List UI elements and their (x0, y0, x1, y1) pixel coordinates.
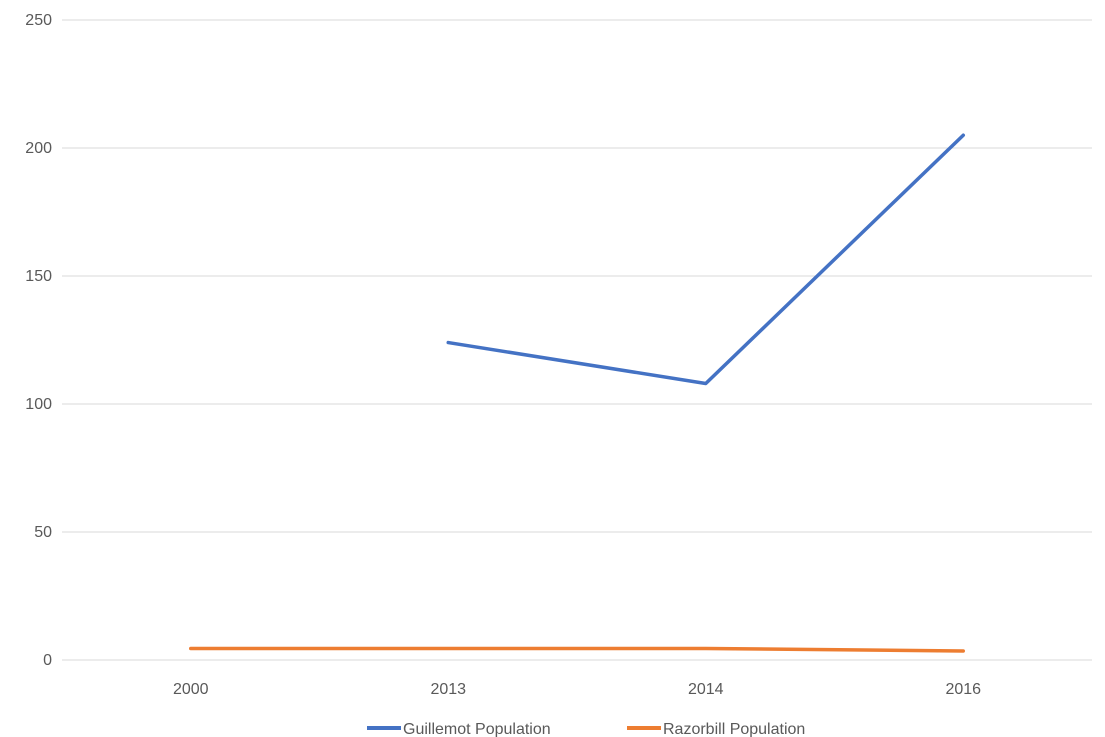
y-tick-label-0: 0 (43, 652, 52, 669)
legend-label-2: Razorbill Population (663, 721, 805, 737)
y-tick-label-150: 150 (25, 268, 52, 285)
series-lines (189, 133, 965, 653)
y-tick-label-200: 200 (25, 140, 52, 157)
y-tick-label-250: 250 (25, 12, 52, 29)
gridlines (62, 19, 1092, 661)
x-axis-tick-labels: 2000 2013 2014 2016 (173, 681, 981, 698)
x-tick-label-2016: 2016 (945, 681, 981, 698)
x-tick-label-2013: 2013 (430, 681, 466, 698)
legend: Guillemot Population Razorbill Population (367, 721, 805, 737)
y-axis-tick-labels: 0 50 100 150 200 250 (25, 12, 52, 669)
legend-label-1: Guillemot Population (403, 721, 551, 737)
y-tick-label-50: 50 (34, 524, 52, 541)
x-tick-label-2000: 2000 (173, 681, 209, 698)
y-tick-label-100: 100 (25, 396, 52, 413)
x-tick-label-2014: 2014 (688, 681, 724, 698)
series-line-1 (446, 133, 965, 386)
series-line-2 (189, 646, 965, 653)
